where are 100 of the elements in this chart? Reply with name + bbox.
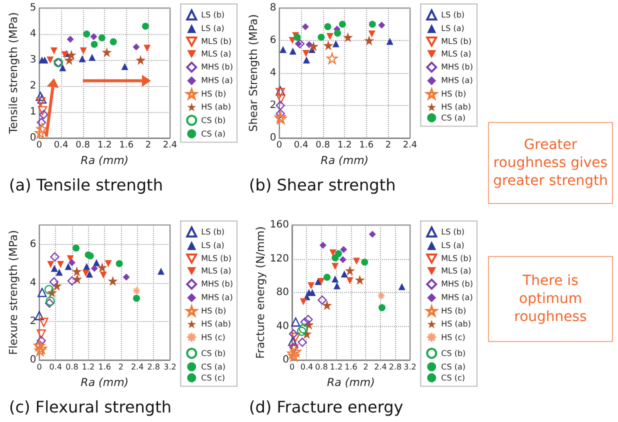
x-tick-label: 1.6 [98, 362, 111, 372]
x-tick-label: 0 [36, 362, 42, 372]
legend-label: MLS (a) [441, 266, 472, 276]
text: (a) Tensile strength [9, 176, 163, 194]
legend-label: MLS (b) [201, 37, 232, 46]
legend-label: MLS (a) [201, 266, 232, 276]
text: (b) Shear strength [249, 176, 396, 194]
y-tick-label: 5 [30, 2, 36, 14]
legend-label: HS (b) [201, 89, 226, 98]
legend-label: MLS (b) [441, 254, 472, 264]
x-tick-label: 2 [385, 140, 392, 150]
legend-label: MHS (b) [441, 280, 473, 289]
legend-label: LS (a) [201, 241, 224, 250]
legend-label: LS (b) [441, 228, 465, 236]
x-tick-label: 2 [145, 140, 152, 150]
y-axis-title: Tensile strength (MPa) [7, 12, 20, 135]
x-tick-label: 3.2 [404, 362, 416, 372]
x-tick-label: 0.8 [315, 362, 328, 372]
x-tick-label: 0.8 [66, 362, 78, 372]
y-tick-label: 0 [30, 132, 36, 144]
x-axis-title: Ra (mm) [80, 376, 129, 389]
x-tick-label: 0.4 [300, 362, 314, 372]
x-tick-label: 1.6 [344, 362, 358, 372]
legend-label: CS (c) [201, 373, 225, 382]
x-tick-label: 0.8 [76, 140, 90, 150]
y-tick-label: 4 [270, 68, 276, 78]
legend-label: CS (c) [441, 373, 465, 382]
x-tick-label: 3.2 [164, 362, 176, 372]
legend-label: LS (b) [201, 10, 225, 20]
legend-label: CS (a) [441, 362, 466, 372]
legend-label: LS (a) [441, 24, 464, 33]
legend-label: HS (b) [441, 89, 466, 98]
x-tick-label: 2.4 [130, 362, 144, 372]
legend-label: MHS (a) [201, 76, 233, 86]
text: (c) Flexural strength [9, 398, 172, 416]
x-tick-label: 1.2 [337, 140, 352, 150]
y-tick-label: 8 [270, 2, 276, 14]
legend-label: HS (c) [201, 332, 226, 342]
legend-label: MLS (b) [201, 254, 232, 264]
legend-label: HS (ab) [201, 102, 231, 112]
legend-label: LS (a) [441, 241, 464, 250]
x-tick-label: 0.8 [316, 140, 330, 150]
legend-label: MHS (b) [201, 62, 233, 72]
legend-label: HS (c) [441, 332, 466, 342]
x-tick-label: 1.6 [119, 140, 134, 150]
x-tick-label: 0.4 [54, 140, 68, 150]
y-tick-label: 4 [30, 28, 36, 40]
y-axis-title: Fracture energy (N/mm) [254, 226, 267, 359]
x-tick-label: 0 [289, 362, 295, 372]
y-tick-label: 160 [270, 220, 289, 230]
y-tick-label: 120 [270, 253, 289, 264]
y-tick-label: 80 [276, 287, 289, 298]
y-tick-label: 4 [30, 277, 36, 288]
y-tick-label: 0 [270, 132, 276, 144]
text: There is optimum roughness [488, 256, 613, 342]
x-tick-label: 2.8 [147, 362, 160, 372]
y-tick-label: 40 [276, 320, 289, 332]
y-tick-label: 2 [270, 100, 276, 111]
y-axis-title: Shear Strength (MPa) [247, 14, 260, 132]
legend-label: CS (b) [441, 348, 466, 358]
legend-label: CS (a) [441, 113, 466, 122]
y-tick-label: 6 [270, 35, 276, 46]
legend-label: MHS (b) [441, 62, 473, 72]
legend-label: HS (ab) [201, 320, 231, 329]
y-tick-label: 6 [30, 238, 36, 250]
legend-label: HS (b) [441, 306, 466, 316]
y-tick-label: 2 [30, 316, 36, 327]
x-tick-label: 2.8 [388, 362, 402, 372]
x-tick-label: 1.2 [82, 362, 95, 372]
x-tick-label: 2.4 [374, 362, 387, 372]
legend-label: MLS (a) [201, 50, 232, 59]
legend-label: LS (b) [441, 10, 465, 20]
text: Greater roughness gives greater strength [488, 122, 613, 204]
legend-label: MHS (b) [201, 280, 233, 289]
y-tick-label: 2 [30, 80, 36, 92]
legend-label: HS (ab) [441, 320, 471, 329]
legend-label: CS (b) [201, 116, 226, 125]
text: (d) Fracture energy [249, 398, 404, 416]
y-tick-label: 1 [30, 106, 36, 118]
x-tick-label: 2.4 [162, 140, 178, 150]
x-tick-label: 0.4 [294, 140, 308, 150]
legend-label: MHS (a) [201, 293, 233, 302]
y-axis-title: Flexure strength (MPa) [7, 230, 20, 355]
y-tick-label: 3 [30, 54, 36, 66]
legend-label: CS (b) [201, 348, 226, 358]
legend-label: MHS (a) [441, 293, 473, 302]
x-tick-label: 1.2 [330, 362, 343, 372]
x-tick-label: 2.4 [402, 140, 418, 150]
legend-label: MHS (a) [441, 76, 473, 86]
x-tick-label: 2 [118, 362, 124, 372]
legend-label: HS (b) [201, 306, 226, 316]
x-tick-label: 1.6 [359, 140, 374, 150]
legend-label: MLS (b) [441, 37, 472, 46]
legend-label: CS (a) [201, 129, 226, 138]
legend-label: LS (a) [201, 24, 224, 33]
legend-label: MLS (a) [441, 50, 472, 59]
legend-label: HS (ab) [441, 102, 471, 112]
x-tick-label: 2 [363, 362, 368, 372]
x-axis-title: Ra (mm) [80, 154, 129, 167]
x-axis-title: Ra (mm) [327, 376, 375, 389]
